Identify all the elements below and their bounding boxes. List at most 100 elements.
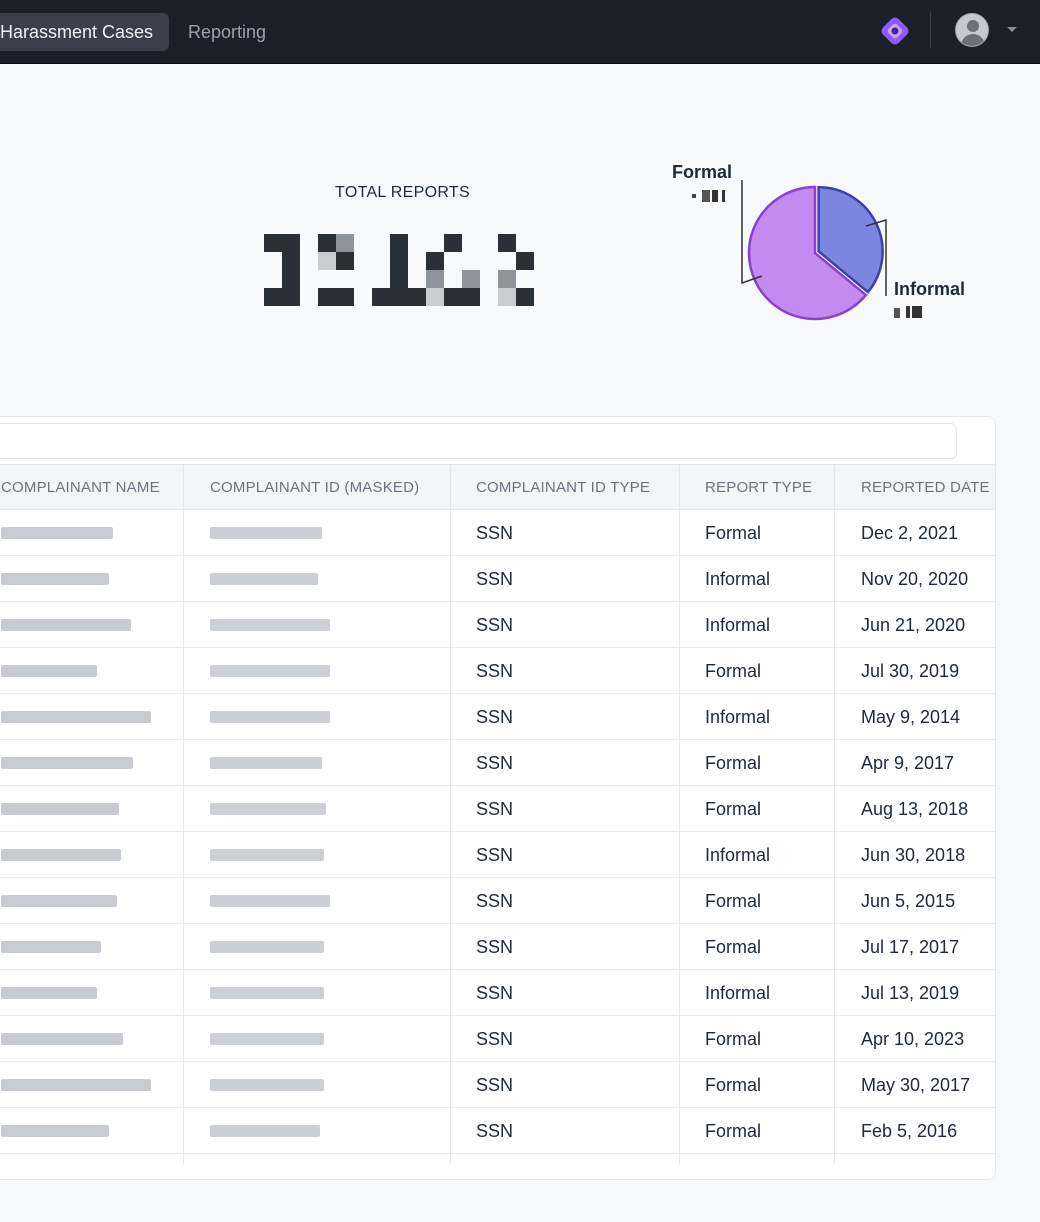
table-filter-input[interactable] — [0, 423, 957, 459]
report-type-cell: Formal — [705, 1121, 762, 1141]
complainant-id-masked-redacted — [210, 987, 324, 999]
table-row[interactable]: SSN Informal Nov 20, 2020 — [0, 556, 995, 602]
column-header-reported-date[interactable]: REPORTED DATE — [861, 479, 990, 496]
column-divider — [450, 464, 451, 1164]
reported-date-cell: May 9, 2014 — [861, 707, 961, 727]
report-type-pie-chart — [747, 185, 884, 321]
id-type-cell: SSN — [476, 937, 514, 957]
pie-label-formal: Formal — [672, 162, 733, 182]
pie-label-informal: Informal — [894, 279, 966, 299]
complainant-id-masked-redacted — [210, 573, 318, 585]
app-logo-icon[interactable] — [878, 14, 912, 48]
column-divider — [834, 464, 835, 1164]
complainant-name-redacted — [1, 1079, 151, 1091]
tab-harassment-cases[interactable]: Harassment Cases — [0, 13, 170, 51]
complainant-name-redacted — [1, 757, 133, 769]
pie-slice-formal — [747, 185, 868, 321]
complainant-name-redacted — [1, 849, 121, 861]
report-type-cell: Informal — [705, 569, 771, 589]
report-type-cell: Formal — [705, 661, 762, 681]
reported-date-cell: Feb 5, 2016 — [861, 1121, 958, 1141]
id-type-cell: SSN — [476, 661, 514, 681]
complainant-id-masked-redacted — [210, 803, 326, 815]
report-type-cell: Formal — [705, 1075, 762, 1095]
complainant-id-masked-redacted — [210, 941, 324, 953]
reports-table-card: COMPLAINANT NAME COMPLAINANT ID (MASKED)… — [0, 416, 996, 1180]
chevron-down-icon[interactable] — [1007, 27, 1017, 32]
pie-informal-count-redacted — [894, 306, 922, 318]
report-type-cell: Informal — [705, 707, 771, 727]
complainant-id-masked-redacted — [210, 665, 330, 677]
id-type-cell: SSN — [476, 799, 514, 819]
column-header-complainant-name[interactable]: COMPLAINANT NAME — [1, 479, 160, 496]
table-row[interactable]: SSN Informal Jun 30, 2018 — [0, 832, 995, 878]
table-row[interactable]: SSN Informal Jun 21, 2020 — [0, 602, 995, 648]
id-type-cell: SSN — [476, 1121, 514, 1141]
id-type-cell: SSN — [476, 1075, 514, 1095]
complainant-name-redacted — [1, 987, 97, 999]
reported-date-cell: Jun 21, 2020 — [861, 615, 966, 635]
nav-divider — [930, 12, 931, 48]
complainant-name-redacted — [1, 1125, 109, 1137]
table-row[interactable]: SSN Formal Jun 5, 2015 — [0, 878, 995, 924]
table-row[interactable]: SSN Formal Jul 17, 2017 — [0, 924, 995, 970]
complainant-name-redacted — [1, 573, 109, 585]
complainant-id-masked-redacted — [210, 1125, 320, 1137]
pie-leader-lines — [741, 180, 887, 296]
id-type-cell: SSN — [476, 523, 514, 543]
table-row[interactable]: SSN Formal Feb 5, 2016 — [0, 1108, 995, 1154]
column-header-id-type[interactable]: COMPLAINANT ID TYPE — [476, 479, 651, 496]
complainant-name-redacted — [1, 1033, 123, 1045]
reported-date-cell: Jun 5, 2015 — [861, 891, 956, 911]
table-row[interactable]: SSN Formal Apr 10, 2023 — [0, 1016, 995, 1062]
report-type-cell: Formal — [705, 753, 762, 773]
report-type-cell: Informal — [705, 845, 771, 865]
reported-date-cell: Dec 2, 2021 — [861, 523, 959, 543]
id-type-cell: SSN — [476, 615, 514, 635]
table-row[interactable]: SSN Formal Apr 9, 2017 — [0, 740, 995, 786]
table-row[interactable]: SSN Formal Dec 2, 2021 — [0, 510, 995, 556]
complainant-name-redacted — [1, 803, 119, 815]
complainant-name-redacted — [1, 941, 101, 953]
pie-formal-count-redacted — [692, 190, 725, 202]
complainant-id-masked-redacted — [210, 1033, 324, 1045]
id-type-cell: SSN — [476, 569, 514, 589]
table-header-row: COMPLAINANT NAME COMPLAINANT ID (MASKED)… — [0, 464, 995, 510]
table-row[interactable]: SSN Formal May 30, 2017 — [0, 1062, 995, 1108]
id-type-cell: SSN — [476, 753, 514, 773]
reported-date-cell: Jul 30, 2019 — [861, 661, 960, 681]
reported-date-cell: May 30, 2017 — [861, 1075, 971, 1095]
id-type-cell: SSN — [476, 1029, 514, 1049]
reported-date-cell: Jul 13, 2019 — [861, 983, 960, 1003]
reported-date-cell: Apr 9, 2017 — [861, 753, 955, 773]
total-reports-value-redacted — [264, 234, 534, 306]
report-type-cell: Formal — [705, 1029, 762, 1049]
table-row[interactable]: SSN Formal Jul 30, 2019 — [0, 648, 995, 694]
id-type-cell: SSN — [476, 707, 514, 727]
table-row[interactable]: SSN Informal May 9, 2014 — [0, 694, 995, 740]
reported-date-cell: Jun 30, 2018 — [861, 845, 966, 865]
complainant-name-redacted — [1, 895, 117, 907]
report-type-cell: Formal — [705, 891, 762, 911]
id-type-cell: SSN — [476, 845, 514, 865]
tab-reporting[interactable]: Reporting — [188, 22, 267, 42]
complainant-id-masked-redacted — [210, 619, 330, 631]
column-divider — [679, 464, 680, 1164]
table-row[interactable]: SSN Formal Aug 13, 2018 — [0, 786, 995, 832]
pie-slice-informal — [817, 186, 884, 294]
table-row[interactable]: SSN Informal Jul 13, 2019 — [0, 970, 995, 1016]
report-type-cell: Formal — [705, 523, 762, 543]
complainant-id-masked-redacted — [210, 895, 330, 907]
complainant-id-masked-redacted — [210, 1079, 324, 1091]
user-avatar-icon[interactable] — [955, 13, 989, 47]
column-header-report-type[interactable]: REPORT TYPE — [705, 479, 813, 496]
complainant-name-redacted — [1, 711, 151, 723]
report-type-cell: Formal — [705, 937, 762, 957]
id-type-cell: SSN — [476, 891, 514, 911]
complainant-id-masked-redacted — [210, 711, 330, 723]
column-header-complainant-id[interactable]: COMPLAINANT ID (MASKED) — [210, 479, 420, 496]
reported-date-cell: Apr 10, 2023 — [861, 1029, 965, 1049]
complainant-id-masked-redacted — [210, 757, 322, 769]
complainant-id-masked-redacted — [210, 527, 322, 539]
total-reports-label: TOTAL REPORTS — [335, 184, 470, 201]
